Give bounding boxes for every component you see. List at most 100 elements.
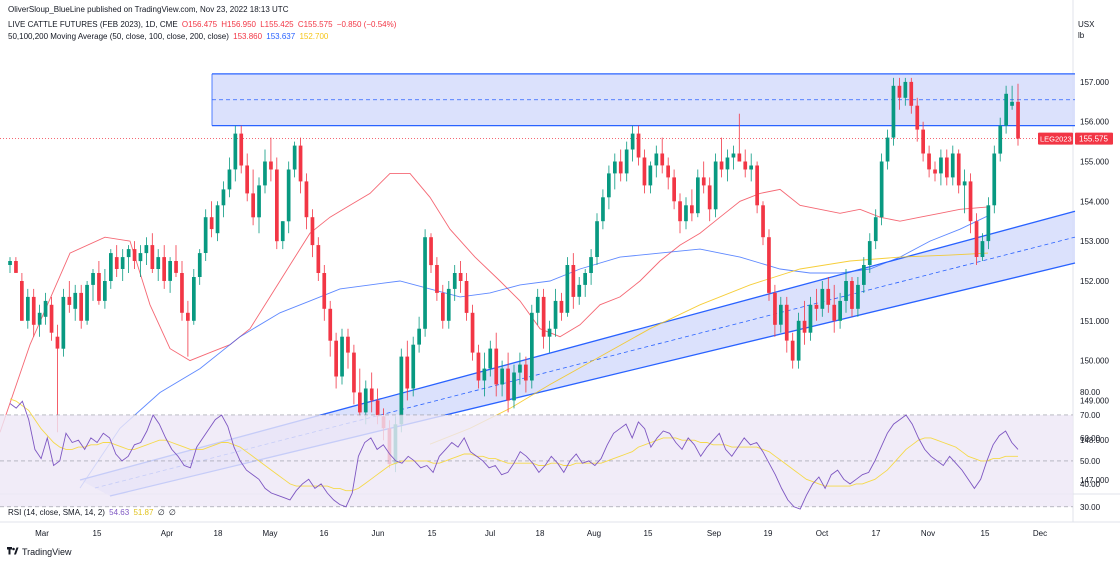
candle-body <box>701 177 706 186</box>
candle-body <box>458 273 463 281</box>
candle-body <box>873 217 878 242</box>
candle-body <box>168 261 172 281</box>
candle-body <box>79 292 83 321</box>
candle-body <box>227 169 232 190</box>
price-tick: 150.000 <box>1080 357 1109 366</box>
candle-body <box>144 245 149 254</box>
candle-body <box>209 217 214 230</box>
candle-body <box>429 237 433 266</box>
candle-body <box>340 336 344 377</box>
ma-legend[interactable]: 50,100,200 Moving Average (50, close, 10… <box>8 31 328 42</box>
candle-body <box>607 173 611 198</box>
high-value: H156.950 <box>221 20 256 29</box>
axes: 157.000 156.000 155.000 154.000 153.000 152.0… <box>35 78 1109 538</box>
candle-body <box>974 221 979 257</box>
time-tick: 16 <box>320 529 329 538</box>
candle-body <box>559 300 564 313</box>
candle-body <box>547 328 552 337</box>
candle-body <box>411 344 416 389</box>
candle-body <box>731 153 736 158</box>
candle-body <box>945 157 949 178</box>
candle-body <box>909 81 914 106</box>
moving-averages <box>0 172 989 489</box>
candle-body <box>867 241 872 265</box>
candle-body <box>1010 101 1014 106</box>
candle-body <box>749 165 753 170</box>
candle-body <box>316 245 321 273</box>
candle-body <box>85 284 89 321</box>
candle-body <box>197 253 202 277</box>
candle-body <box>826 288 831 305</box>
candle-body <box>927 153 931 170</box>
candle-body <box>814 304 819 309</box>
candle-body <box>138 253 143 262</box>
candle-body <box>939 157 943 174</box>
rsi-value: 54.63 <box>109 508 130 517</box>
tradingview-brand: TradingView <box>22 547 72 557</box>
candle-body <box>921 129 925 154</box>
candle-body <box>642 157 647 186</box>
candle-body <box>14 261 18 273</box>
time-tick: 18 <box>536 529 545 538</box>
ma100-line <box>79 215 989 489</box>
candle-body <box>375 400 380 417</box>
time-tick: 17 <box>872 529 881 538</box>
candle-body <box>186 312 190 321</box>
candle-body <box>618 161 623 174</box>
rsi-legend[interactable]: RSI (14, close, SMA, 14, 2) 54.63 51.87 … <box>8 507 176 518</box>
candle-body <box>672 177 676 202</box>
candle-body <box>595 221 599 257</box>
candle-body <box>73 292 78 309</box>
ma100-value: 153.637 <box>266 32 296 41</box>
candle-body <box>446 288 451 321</box>
candle-body <box>856 284 860 309</box>
price-tick: 148.000 <box>1080 436 1109 445</box>
candle-body <box>322 273 327 309</box>
time-tick: Mar <box>35 529 49 538</box>
candle-body <box>790 340 795 361</box>
candle-body <box>369 388 374 401</box>
candle-body <box>43 300 48 317</box>
candle-body <box>891 85 896 138</box>
candle-body <box>67 296 72 305</box>
candle-body <box>61 296 66 349</box>
candle-body <box>494 348 499 385</box>
candle-body <box>779 304 783 325</box>
currency-label: USX <box>1078 20 1095 29</box>
candle-body <box>20 281 24 321</box>
candle-body <box>968 181 973 222</box>
rsi-pane <box>0 398 1073 510</box>
ma50-value: 153.860 <box>233 32 263 41</box>
time-tick: Jul <box>485 529 495 538</box>
candle-body <box>417 328 421 345</box>
candle-body <box>292 145 297 170</box>
candle-body <box>328 308 333 341</box>
candle-body <box>257 185 261 218</box>
candle-body <box>358 392 362 413</box>
price-tick: 153.000 <box>1080 237 1109 246</box>
candle-body <box>399 356 404 425</box>
candle-body <box>630 133 635 150</box>
candle-body <box>530 312 534 381</box>
candle-body <box>263 161 267 186</box>
candle-body <box>286 169 291 222</box>
candle-body <box>690 205 694 214</box>
candle-body <box>346 336 350 353</box>
symbol-legend[interactable]: LIVE CATTLE FUTURES (FEB 2023), 1D, CME … <box>8 19 396 30</box>
candle-body <box>192 277 196 321</box>
candle-body <box>363 388 368 413</box>
price-tick: 154.000 <box>1080 197 1109 206</box>
open-value: O156.475 <box>181 20 218 29</box>
candle-body <box>126 249 131 258</box>
candle-body <box>464 281 469 313</box>
tradingview-footer[interactable]: TradingView <box>7 547 72 557</box>
candle-body <box>251 193 255 218</box>
candle-body <box>933 169 937 174</box>
candle-body <box>1016 101 1020 139</box>
candle-body <box>962 181 967 186</box>
rsi-tick: 70.00 <box>1080 411 1101 420</box>
rsi-ma-value: 51.87 <box>133 508 154 517</box>
price-badge: LEG2023 155.575 <box>1038 132 1113 145</box>
